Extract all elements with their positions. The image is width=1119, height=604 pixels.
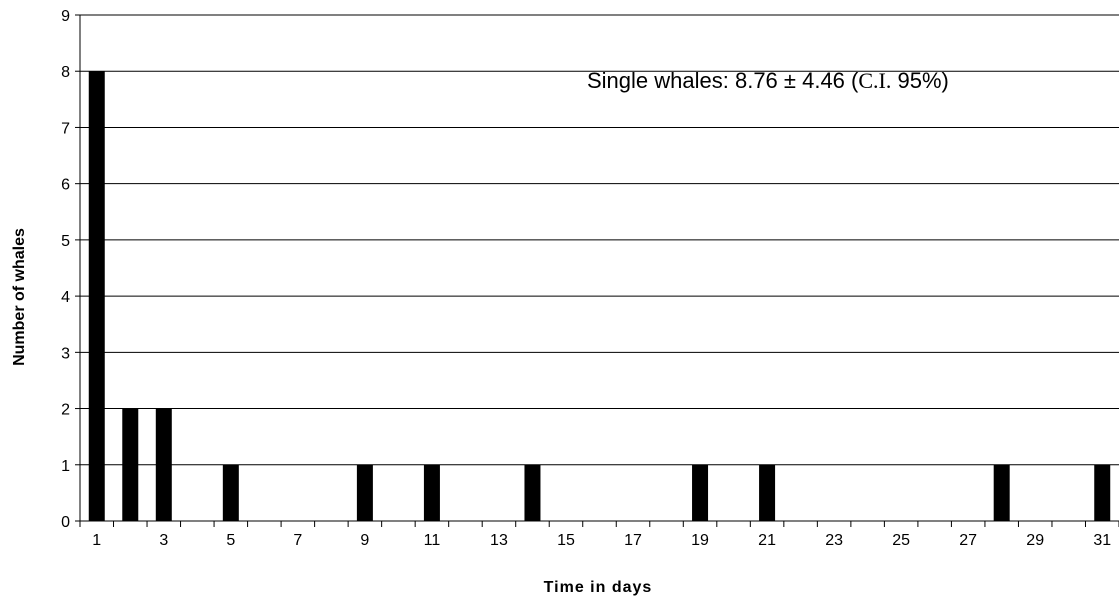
annotation-ci: C.I. <box>858 68 891 93</box>
x-tick-label: 1 <box>92 532 101 549</box>
gridlines <box>80 14 1119 466</box>
x-tick-label: 31 <box>1093 532 1111 549</box>
y-tick-label: 9 <box>61 8 70 25</box>
bar <box>1094 464 1111 521</box>
y-tick-label: 6 <box>61 177 70 194</box>
bar <box>423 464 440 521</box>
bar <box>356 464 373 521</box>
x-tick-label: 17 <box>624 532 642 549</box>
y-tick-label: 8 <box>61 64 70 81</box>
bar <box>759 464 776 521</box>
bars <box>88 71 1111 521</box>
y-tick-labels: 0 1 2 3 4 5 6 7 8 9 <box>61 8 70 531</box>
bar <box>88 71 105 521</box>
bar <box>155 408 172 521</box>
x-tick-label: 5 <box>226 532 235 549</box>
x-tick-labels: 1 3 5 7 9 11 13 15 17 19 21 23 25 27 29 31 <box>92 532 1111 549</box>
axes <box>75 14 1119 527</box>
y-tick-label: 7 <box>61 120 70 137</box>
y-tick-label: 0 <box>61 514 70 531</box>
x-tick-label: 29 <box>1026 532 1044 549</box>
bar <box>993 464 1010 521</box>
y-axis-title: Number of whales <box>11 228 28 366</box>
x-tick-label: 11 <box>424 532 441 549</box>
x-tick-label: 23 <box>825 532 843 549</box>
x-tick-label: 21 <box>758 532 776 549</box>
x-axis-title: Time in days <box>544 579 653 596</box>
y-tick-label: 2 <box>61 402 70 419</box>
y-tick-label: 4 <box>61 289 70 306</box>
bar <box>222 464 239 521</box>
x-tick-label: 25 <box>892 532 910 549</box>
x-tick-label: 19 <box>691 532 709 549</box>
x-tick-label: 9 <box>360 532 369 549</box>
annotation-prefix: Single whales: 8.76 ± 4.46 ( <box>587 68 859 93</box>
bar <box>122 408 139 521</box>
bar <box>692 464 709 521</box>
y-tick-label: 1 <box>61 458 70 475</box>
x-tick-label: 27 <box>959 532 977 549</box>
bar <box>524 464 541 521</box>
y-tick-label: 5 <box>61 233 70 250</box>
x-tick-label: 3 <box>159 532 168 549</box>
ci-annotation: Single whales: 8.76 ± 4.46 (C.I. 95%) <box>587 68 949 93</box>
x-tick-label: 15 <box>557 532 575 549</box>
y-tick-label: 3 <box>61 345 70 362</box>
x-tick-label: 13 <box>490 532 508 549</box>
x-tick-label: 7 <box>293 532 302 549</box>
annotation-suffix: 95%) <box>891 68 948 93</box>
